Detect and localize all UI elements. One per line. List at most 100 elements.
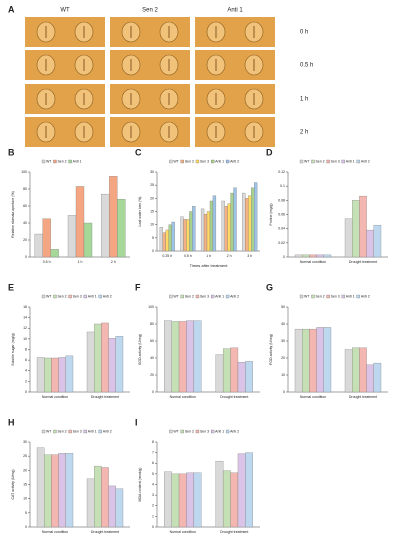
bar	[200, 208, 205, 252]
legend-swatch	[68, 159, 72, 164]
legend-label: Anti 1	[215, 294, 224, 298]
bar	[230, 347, 239, 393]
bar	[352, 200, 360, 258]
y-tick-label: 60	[23, 204, 27, 208]
bar	[44, 357, 52, 393]
legend-swatch	[180, 159, 184, 164]
x-tick-label: 2 h	[227, 254, 232, 258]
bar	[221, 200, 225, 252]
legend-label: WT	[46, 159, 52, 163]
panel-label: G	[266, 282, 273, 292]
legend-swatch	[225, 429, 230, 434]
bar	[215, 354, 224, 393]
x-tick-label: Normal condition	[42, 395, 68, 399]
legend-swatch	[356, 159, 360, 164]
x-tick-label: Drought treatment	[91, 530, 119, 534]
legend-label: Sen 3	[73, 294, 82, 298]
legend-swatch	[41, 159, 46, 164]
bar	[245, 361, 253, 393]
legend-label: Anti 1	[73, 159, 82, 163]
legend-swatch	[180, 294, 184, 299]
y-tick-label: 40	[150, 356, 154, 360]
bar	[186, 472, 195, 528]
bar	[108, 338, 116, 393]
bar	[352, 347, 360, 393]
y-tick-label: 10	[150, 223, 154, 227]
legend-label: WT	[304, 159, 310, 163]
bar	[344, 218, 353, 258]
legend-label: Sen 3	[200, 294, 209, 298]
y-tick-label: 6	[152, 461, 154, 465]
legend-label: WT	[173, 429, 179, 433]
row-label: 2 h	[300, 130, 308, 136]
bar	[233, 187, 237, 252]
panel-label: C	[135, 147, 142, 157]
bar	[86, 478, 95, 528]
y-tick-label: 0	[283, 390, 285, 394]
y-axis-label: Proline (mg/g)	[269, 204, 273, 226]
x-tick-label: 0.5 h	[184, 254, 192, 258]
panel-label: I	[135, 417, 138, 427]
x-tick-label: Normal condition	[300, 260, 326, 264]
bar	[180, 216, 184, 252]
legend-label: Sen 3	[331, 159, 340, 163]
bar	[162, 232, 166, 252]
bar	[183, 219, 187, 252]
y-tick-label: 8	[25, 347, 27, 351]
y-tick-label: 0	[152, 249, 154, 253]
bar	[366, 364, 374, 393]
bar	[209, 200, 214, 252]
y-tick-label: 30	[23, 440, 27, 444]
y-axis-label: Leaf water loss (%)	[138, 197, 142, 227]
bar	[186, 320, 195, 393]
legend-label: WT	[304, 294, 310, 298]
bar	[164, 320, 172, 393]
legend-swatch	[195, 294, 200, 299]
panel-label: A	[8, 4, 15, 14]
y-tick-label: 16	[23, 305, 27, 309]
legend-swatch	[169, 294, 173, 299]
legend-label: Sen 3	[331, 294, 340, 298]
x-tick-label: Drought treatment	[220, 395, 248, 399]
x-tick-label: 3 h	[247, 254, 252, 258]
y-tick-label: 60	[150, 339, 154, 343]
bar	[230, 192, 234, 252]
legend-swatch	[41, 429, 46, 434]
bar	[251, 187, 255, 252]
bar	[203, 213, 208, 252]
bar	[344, 349, 353, 393]
legend-label: Anti 2	[230, 159, 239, 163]
legend-swatch	[195, 429, 200, 434]
bar	[294, 254, 303, 258]
y-tick-label: 4	[25, 369, 27, 373]
y-tick-label: 20	[150, 373, 154, 377]
y-tick-label: 10	[23, 497, 27, 501]
bar	[65, 453, 74, 528]
bar	[245, 452, 253, 528]
legend-label: Anti 2	[361, 159, 370, 163]
y-tick-label: 5	[25, 511, 27, 515]
bar	[108, 485, 116, 528]
bar	[94, 323, 102, 393]
column-label: Sen 2	[142, 8, 158, 14]
column-label: WT	[60, 8, 70, 14]
legend-swatch	[98, 294, 102, 299]
y-tick-label: 0.12	[278, 170, 285, 174]
y-axis-label: Soluble sugar (mg/g)	[11, 333, 15, 366]
y-tick-label: 20	[281, 356, 285, 360]
y-tick-label: 0	[25, 390, 27, 394]
legend-swatch	[311, 159, 315, 164]
y-tick-label: 10	[23, 337, 27, 341]
bar	[186, 219, 190, 252]
bar	[115, 336, 124, 393]
legend-swatch	[53, 159, 57, 164]
y-tick-label: 0.1	[280, 184, 285, 188]
row-label: 0 h	[300, 30, 308, 36]
y-tick-label: 0.08	[278, 198, 285, 202]
y-tick-label: 40	[281, 322, 285, 326]
legend-label: Anti 2	[103, 294, 112, 298]
legend-swatch	[210, 294, 215, 299]
bar	[67, 215, 77, 258]
legend-swatch	[68, 429, 72, 434]
legend-label: Anti 2	[361, 294, 370, 298]
